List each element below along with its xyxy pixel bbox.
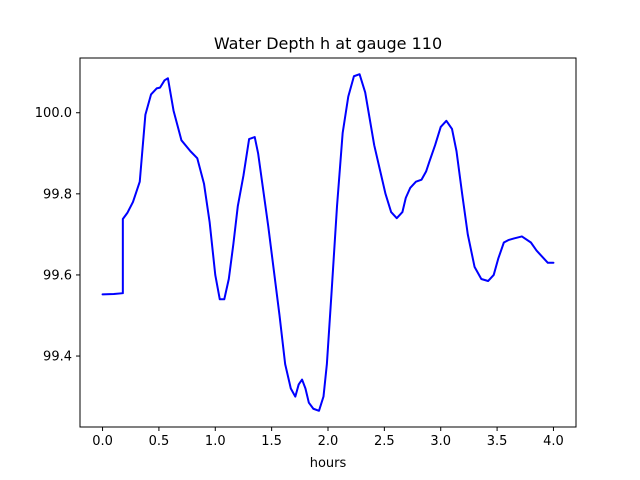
x-tick-label: 4.0 [543, 434, 564, 449]
series-layer [101, 73, 555, 412]
x-tick-label: 0.5 [149, 434, 170, 449]
y-tick-label: 99.8 [43, 187, 72, 202]
plot-area [80, 58, 576, 427]
y-tick-label: 100.0 [35, 106, 72, 121]
x-tick-label: 3.5 [487, 434, 508, 449]
y-tick-label: 99.4 [43, 350, 72, 365]
x-axis: 0.0 0.5 1.0 1.5 2.0 2.5 3.0 3.5 4.0 [92, 427, 564, 449]
x-tick-label: 2.5 [374, 434, 395, 449]
x-tick-label: 2.0 [318, 434, 339, 449]
y-tick-label: 99.6 [43, 268, 72, 283]
chart-title: Water Depth h at gauge 110 [214, 34, 442, 53]
x-tick-label: 1.5 [261, 434, 282, 449]
x-tick-label: 0.0 [92, 434, 113, 449]
y-axis: 99.4 99.6 99.8 100.0 [35, 106, 80, 365]
x-axis-label: hours [310, 456, 347, 471]
series-line-0 [101, 73, 555, 412]
x-tick-label: 3.0 [430, 434, 451, 449]
x-tick-label: 1.0 [205, 434, 226, 449]
